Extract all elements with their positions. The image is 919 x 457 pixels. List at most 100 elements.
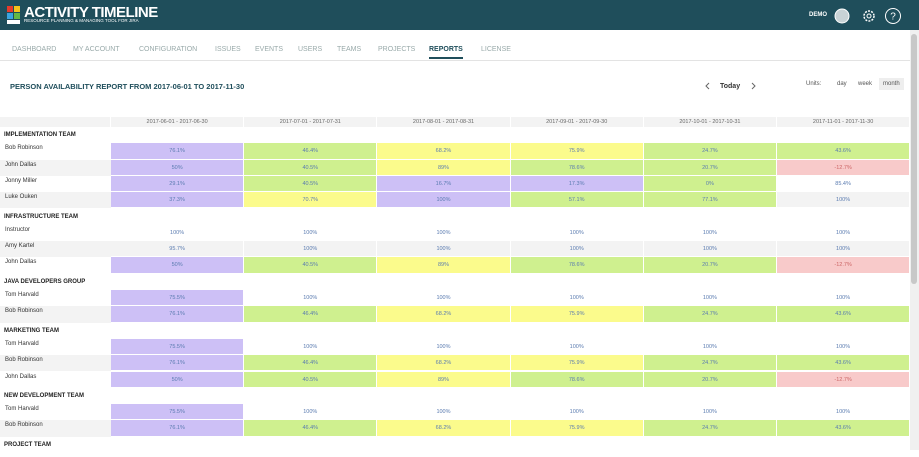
availability-cell[interactable]: 57.1% xyxy=(511,192,644,208)
availability-cell[interactable]: 75.5% xyxy=(111,339,244,355)
availability-cell[interactable]: 78.6% xyxy=(511,160,644,176)
availability-cell[interactable]: 100% xyxy=(377,225,510,241)
availability-cell[interactable]: 43.6% xyxy=(777,306,910,322)
availability-cell[interactable]: 100% xyxy=(377,404,510,420)
scrollbar-thumb[interactable] xyxy=(911,34,917,284)
availability-cell[interactable]: 100% xyxy=(644,290,777,306)
unit-option[interactable]: week xyxy=(854,78,876,90)
nav-tab[interactable]: TEAMS xyxy=(337,46,361,53)
availability-cell[interactable]: 68.2% xyxy=(377,143,510,159)
availability-cell[interactable]: 100% xyxy=(644,225,777,241)
availability-cell[interactable]: 100% xyxy=(777,192,910,208)
availability-cell[interactable]: 75.9% xyxy=(511,306,644,322)
availability-cell[interactable]: 24.7% xyxy=(644,355,777,371)
nav-tab[interactable]: PROJECTS xyxy=(378,46,415,53)
nav-tab[interactable]: EVENTS xyxy=(255,46,283,53)
availability-cell[interactable]: 24.7% xyxy=(644,420,777,436)
availability-cell[interactable]: 40.5% xyxy=(244,160,377,176)
availability-cell[interactable]: 40.5% xyxy=(244,257,377,273)
unit-option[interactable]: day xyxy=(833,78,851,90)
availability-cell[interactable]: 100% xyxy=(777,225,910,241)
availability-cell[interactable]: 89% xyxy=(377,257,510,273)
availability-cell[interactable]: 17.3% xyxy=(511,176,644,192)
header-icons[interactable]: ? xyxy=(834,7,914,25)
availability-cell[interactable]: 100% xyxy=(377,192,510,208)
availability-cell[interactable]: -12.7% xyxy=(777,257,910,273)
availability-cell[interactable]: 100% xyxy=(511,404,644,420)
availability-cell[interactable]: 75.9% xyxy=(511,143,644,159)
availability-cell[interactable]: 89% xyxy=(377,372,510,388)
availability-cell[interactable]: 100% xyxy=(111,225,244,241)
availability-cell[interactable]: 100% xyxy=(511,241,644,257)
availability-cell[interactable]: 75.5% xyxy=(111,404,244,420)
availability-cell[interactable]: 100% xyxy=(777,404,910,420)
unit-option[interactable]: month xyxy=(879,78,904,90)
availability-cell[interactable]: 100% xyxy=(511,290,644,306)
availability-cell[interactable]: 100% xyxy=(511,339,644,355)
availability-cell[interactable]: 100% xyxy=(777,290,910,306)
availability-cell[interactable]: 50% xyxy=(111,160,244,176)
nav-tab[interactable]: LICENSE xyxy=(481,46,511,53)
availability-cell[interactable]: 78.6% xyxy=(511,257,644,273)
availability-cell[interactable]: 43.6% xyxy=(777,143,910,159)
availability-cell[interactable]: 77.1% xyxy=(644,192,777,208)
availability-cell[interactable]: 100% xyxy=(377,290,510,306)
availability-cell[interactable]: 68.2% xyxy=(377,306,510,322)
availability-cell[interactable]: 43.6% xyxy=(777,355,910,371)
availability-cell[interactable]: 100% xyxy=(777,339,910,355)
availability-cell[interactable]: 95.7% xyxy=(111,241,244,257)
availability-cell[interactable]: 40.5% xyxy=(244,372,377,388)
availability-cell[interactable]: 16.7% xyxy=(377,176,510,192)
availability-cell[interactable]: 20.7% xyxy=(644,257,777,273)
availability-cell[interactable]: 78.6% xyxy=(511,372,644,388)
availability-cell[interactable]: 46.4% xyxy=(244,355,377,371)
nav-tab[interactable]: CONFIGURATION xyxy=(139,46,197,53)
nav-tab[interactable]: ISSUES xyxy=(215,46,241,53)
availability-cell[interactable]: 100% xyxy=(244,404,377,420)
nav-tab[interactable]: MY ACCOUNT xyxy=(73,46,120,53)
availability-cell[interactable]: 40.5% xyxy=(244,176,377,192)
availability-cell[interactable]: 75.5% xyxy=(111,290,244,306)
nav-tab[interactable]: REPORTS xyxy=(429,46,463,59)
availability-cell[interactable]: 75.9% xyxy=(511,355,644,371)
availability-cell[interactable]: 100% xyxy=(777,241,910,257)
availability-cell[interactable]: 0% xyxy=(644,176,777,192)
availability-cell[interactable]: 100% xyxy=(377,241,510,257)
availability-cell[interactable]: 24.7% xyxy=(644,143,777,159)
today-button[interactable]: Today xyxy=(720,83,740,90)
availability-cell[interactable]: 100% xyxy=(644,241,777,257)
availability-cell[interactable]: 100% xyxy=(644,404,777,420)
availability-cell[interactable]: 50% xyxy=(111,372,244,388)
availability-cell[interactable]: 68.2% xyxy=(377,355,510,371)
availability-cell[interactable]: 46.4% xyxy=(244,143,377,159)
availability-cell[interactable]: 76.1% xyxy=(111,143,244,159)
availability-cell[interactable]: 20.7% xyxy=(644,372,777,388)
availability-cell[interactable]: 46.4% xyxy=(244,306,377,322)
availability-cell[interactable]: 100% xyxy=(377,339,510,355)
availability-cell[interactable]: 37.3% xyxy=(111,192,244,208)
availability-cell[interactable]: 89% xyxy=(377,160,510,176)
availability-cell[interactable]: 20.7% xyxy=(644,160,777,176)
availability-cell[interactable]: 76.1% xyxy=(111,306,244,322)
availability-cell[interactable]: 100% xyxy=(244,339,377,355)
availability-cell[interactable]: 100% xyxy=(511,225,644,241)
user-name[interactable]: DEMO xyxy=(809,12,827,18)
availability-cell[interactable]: -12.7% xyxy=(777,160,910,176)
availability-cell[interactable]: 100% xyxy=(244,241,377,257)
nav-tab[interactable]: DASHBOARD xyxy=(12,46,56,53)
availability-cell[interactable]: 100% xyxy=(244,225,377,241)
availability-cell[interactable]: 43.6% xyxy=(777,420,910,436)
nav-tab[interactable]: USERS xyxy=(298,46,322,53)
availability-cell[interactable]: 50% xyxy=(111,257,244,273)
availability-cell[interactable]: 70.7% xyxy=(244,192,377,208)
availability-cell[interactable]: 68.2% xyxy=(377,420,510,436)
availability-cell[interactable]: 100% xyxy=(644,339,777,355)
availability-cell[interactable]: 76.1% xyxy=(111,420,244,436)
availability-cell[interactable]: 29.1% xyxy=(111,176,244,192)
availability-cell[interactable]: 24.7% xyxy=(644,306,777,322)
availability-cell[interactable]: 75.9% xyxy=(511,420,644,436)
availability-cell[interactable]: 76.1% xyxy=(111,355,244,371)
availability-cell[interactable]: 46.4% xyxy=(244,420,377,436)
availability-cell[interactable]: 100% xyxy=(244,290,377,306)
availability-cell[interactable]: -12.7% xyxy=(777,372,910,388)
